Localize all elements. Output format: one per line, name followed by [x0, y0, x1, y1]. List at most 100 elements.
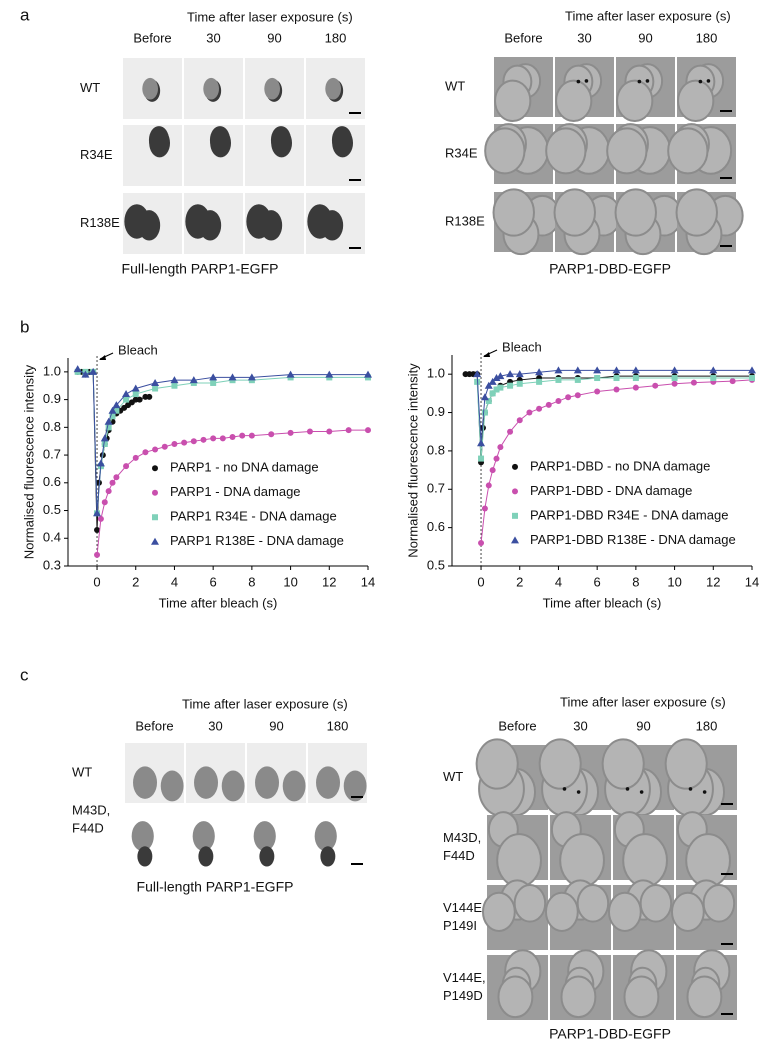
image-tile: [253, 821, 276, 867]
cell: [559, 833, 605, 888]
data-point: [492, 374, 501, 382]
data-point: [152, 385, 159, 392]
nucleus: [282, 770, 306, 802]
data-point: [613, 375, 620, 382]
data-point: [489, 390, 496, 397]
column-label: 30: [577, 30, 591, 45]
nucleus: [259, 846, 275, 867]
y-axis-label: Normalised fluorescence intensity: [405, 363, 420, 558]
data-point: [81, 370, 90, 378]
image-tile: [484, 123, 553, 184]
data-point: [594, 388, 601, 395]
data-point: [189, 376, 198, 384]
cell: [702, 884, 736, 923]
data-point: [481, 505, 488, 512]
image-tile: [245, 125, 304, 186]
column-label: 90: [269, 718, 283, 733]
grid-caption: PARP1-DBD-EGFP: [549, 261, 671, 277]
data-point: [526, 409, 533, 416]
image-tile: [245, 58, 304, 119]
data-point: [594, 375, 601, 382]
data-point: [210, 379, 217, 386]
cell: [670, 891, 705, 932]
data-point: [101, 499, 108, 506]
nucleus: [264, 77, 281, 100]
data-point: [136, 396, 143, 403]
damage-spot: [702, 790, 707, 794]
y-tick-label: 0.6: [427, 519, 445, 534]
column-label: 180: [696, 718, 718, 733]
data-point: [104, 417, 113, 425]
damage-spot: [639, 790, 644, 794]
data-point: [710, 375, 717, 382]
data-point: [485, 482, 492, 489]
column-label: 30: [206, 30, 220, 45]
grid-header: Time after laser exposure (s): [187, 9, 353, 24]
nucleus: [149, 128, 171, 158]
image-tile: [184, 125, 243, 186]
nucleus: [192, 821, 215, 852]
data-point: [488, 377, 497, 385]
legend-label: PARP1-DBD - no DNA damage: [530, 458, 710, 473]
image-tile: [492, 188, 561, 256]
data-point: [73, 365, 82, 373]
x-tick-label: 4: [171, 574, 178, 589]
data-point: [122, 390, 131, 398]
y-tick-label: 0.3: [43, 557, 61, 572]
row-label: WT: [443, 769, 463, 784]
damage-spot: [637, 79, 642, 84]
y-tick-label: 1.0: [427, 366, 445, 381]
y-tick-label: 1.0: [43, 363, 61, 378]
column-label: 90: [267, 30, 281, 45]
column-label: 90: [636, 718, 650, 733]
data-point: [181, 439, 188, 446]
image-tile: [487, 811, 548, 888]
data-point: [749, 375, 755, 382]
image-tile: [494, 57, 553, 123]
annotation: Bleach: [118, 342, 158, 357]
image-tile: [616, 57, 675, 123]
cell: [601, 738, 645, 790]
data-point: [131, 384, 140, 392]
row-label: R138E: [445, 213, 485, 228]
image-tile: [184, 193, 243, 254]
row-label: F44D: [72, 820, 104, 835]
legend-marker: [512, 488, 518, 495]
legend-marker: [512, 512, 518, 519]
cell: [497, 975, 534, 1019]
data-point: [100, 434, 109, 442]
nucleus: [194, 766, 219, 799]
nucleus: [314, 821, 337, 852]
image-tile: [192, 821, 215, 867]
x-tick-label: 10: [667, 574, 681, 589]
grid-caption: Full-length PARP1-EGFP: [122, 261, 279, 277]
data-point: [325, 370, 334, 378]
x-tick-label: 10: [283, 574, 297, 589]
data-point: [89, 367, 98, 375]
column-label: 180: [327, 718, 349, 733]
row-label: R34E: [445, 145, 478, 160]
image-tile: [614, 188, 683, 256]
image-tile: [125, 743, 184, 803]
data-point: [631, 366, 640, 374]
panel-label: c: [20, 665, 29, 684]
y-tick-label: 0.8: [43, 419, 61, 434]
image-tile: [123, 193, 182, 254]
data-point: [573, 366, 582, 374]
x-tick-label: 2: [516, 574, 523, 589]
nucleus: [199, 210, 222, 241]
data-point: [489, 467, 496, 474]
data-point: [555, 376, 562, 383]
x-tick-label: 6: [210, 574, 217, 589]
data-point: [345, 427, 352, 434]
y-tick-label: 0.7: [43, 447, 61, 462]
data-point: [132, 391, 139, 398]
nucleus: [260, 210, 283, 241]
nucleus: [316, 766, 341, 799]
data-point: [478, 455, 485, 462]
x-tick-label: 4: [555, 574, 562, 589]
cell: [513, 884, 547, 923]
nucleus: [221, 770, 245, 802]
nucleus: [137, 846, 153, 867]
legend-label: PARP1 - no DNA damage: [170, 460, 319, 475]
